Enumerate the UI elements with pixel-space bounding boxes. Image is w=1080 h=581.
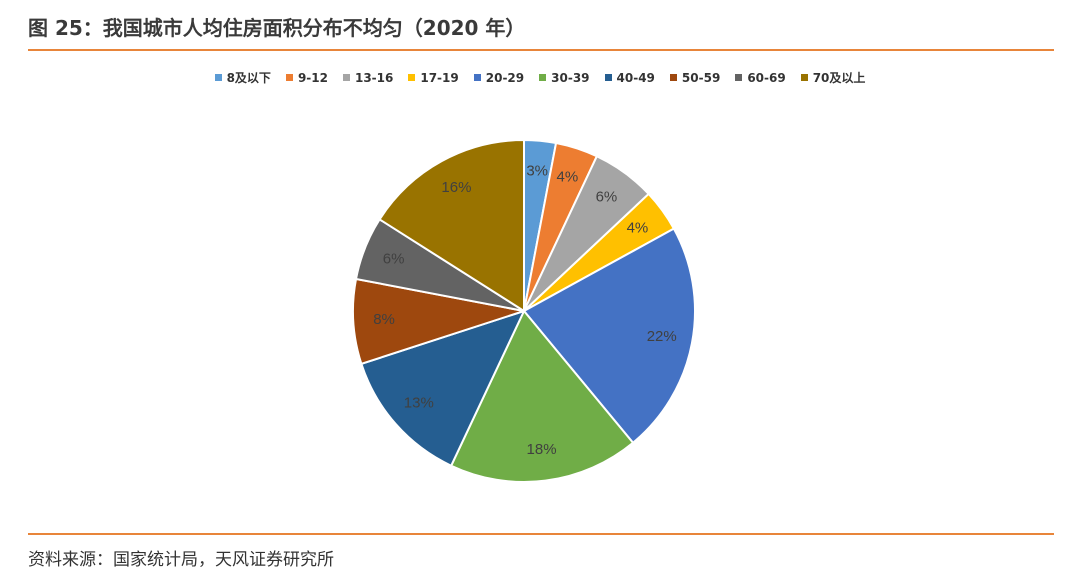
source-note: 资料来源：国家统计局，天风证券研究所 (28, 550, 334, 570)
legend-item: 13-16 (342, 69, 394, 86)
legend-swatch (735, 74, 743, 81)
data-label: 4% (556, 169, 578, 186)
data-label: 18% (527, 441, 557, 458)
pie-slice (360, 309, 526, 468)
legend-item: 8及以下 (214, 69, 271, 86)
legend-swatch (408, 74, 416, 81)
legend-label: 60-69 (747, 70, 786, 85)
legend-swatch (539, 74, 547, 81)
data-label: 8% (373, 311, 395, 328)
legend-swatch (604, 74, 612, 81)
legend-swatch (342, 74, 350, 81)
legend-swatch (285, 74, 293, 81)
chart-legend: 8及以下 9-12 13-16 17-19 20-29 30-39 40-49 50-59 60… (0, 69, 1080, 86)
legend-item: 40-49 (604, 69, 655, 86)
data-label: 13% (404, 395, 434, 412)
legend-label: 50-59 (681, 70, 721, 85)
source-divider (28, 533, 1054, 535)
legend-item: 9-12 (285, 69, 328, 86)
pie-slice (522, 227, 696, 445)
pie-slice (449, 309, 635, 483)
legend-swatch (473, 74, 481, 81)
pie-slice (378, 138, 525, 313)
legend-label: 9-12 (297, 70, 328, 85)
legend-swatch (669, 74, 677, 81)
legend-label: 13-16 (354, 70, 394, 85)
legend-label: 70及以上 (812, 71, 866, 85)
legend-item: 60-69 (735, 69, 786, 86)
title-divider (28, 49, 1054, 51)
legend-label: 30-39 (551, 70, 590, 85)
data-label: 22% (647, 328, 677, 345)
data-label: 4% (627, 220, 649, 237)
legend-swatch (800, 74, 808, 81)
data-label: 16% (441, 179, 471, 196)
legend-label: 17-19 (420, 70, 459, 85)
data-label: 6% (596, 189, 618, 206)
data-label: 3% (526, 162, 548, 179)
legend-item: 50-59 (669, 69, 721, 86)
legend-item: 20-29 (473, 69, 525, 86)
figure-title: 图 25：我国城市人均住房面积分布不均匀（2020 年） (28, 16, 526, 40)
legend-item: 70及以上 (800, 69, 866, 86)
data-label: 6% (383, 250, 405, 267)
legend-swatch (214, 74, 222, 81)
legend-label: 8及以下 (226, 71, 271, 85)
legend-item: 30-39 (539, 69, 590, 86)
legend-label: 40-49 (616, 70, 655, 85)
legend-item: 17-19 (408, 69, 459, 86)
legend-label: 20-29 (485, 70, 525, 85)
